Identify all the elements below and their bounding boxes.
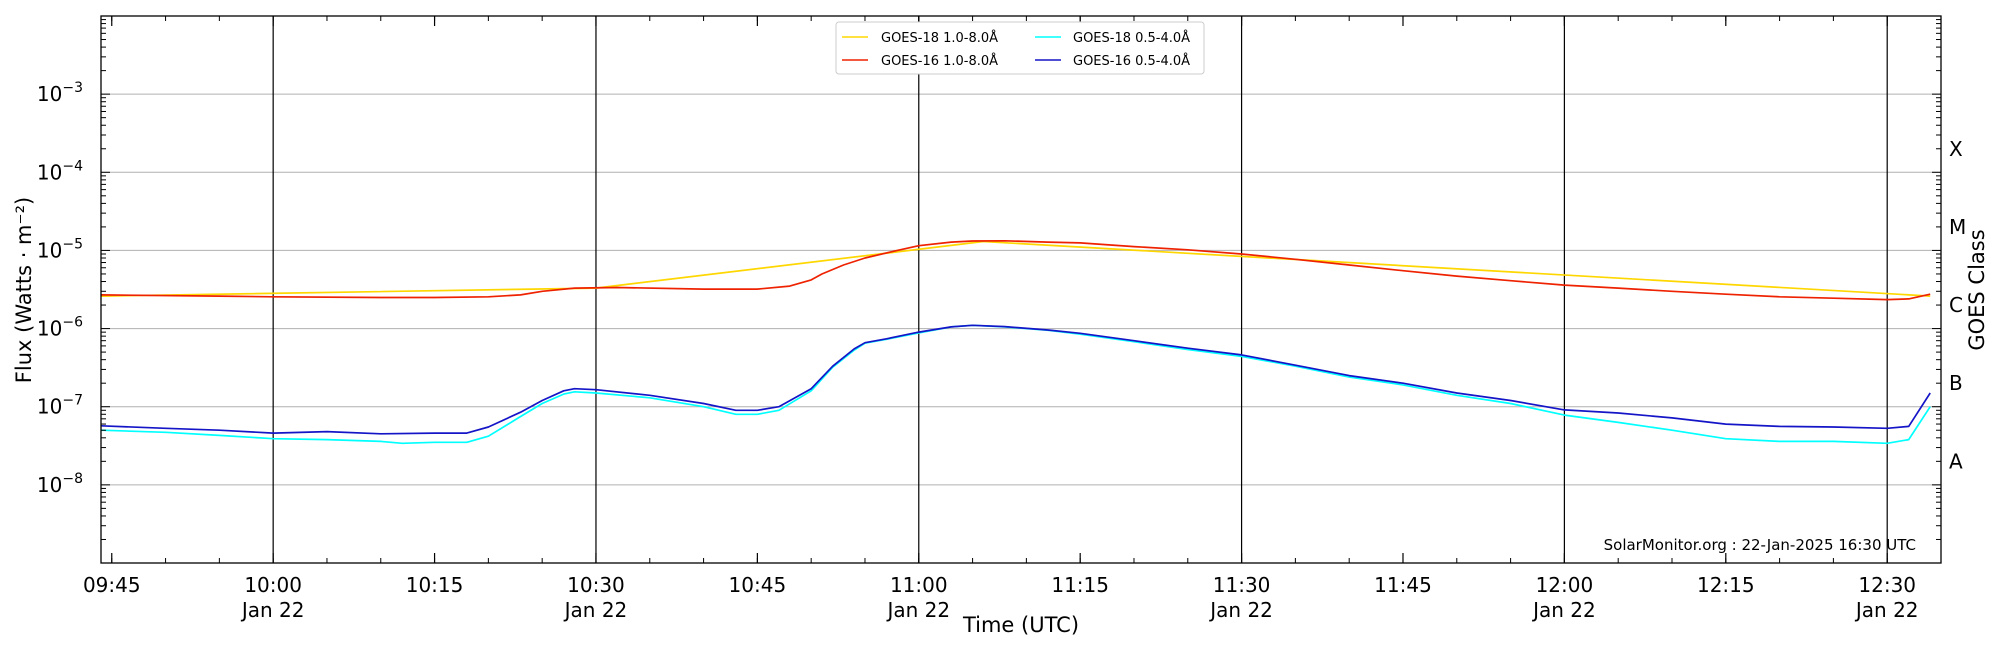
legend-label-goes18-long: GOES-18 1.0-8.0Å — [881, 30, 998, 46]
y-tick-label: 10−8 — [37, 471, 83, 497]
x-tick-label: 10:45 — [729, 573, 787, 597]
x-tick-label: 09:45 — [83, 573, 141, 597]
x-tick-label: 12:15 — [1697, 573, 1755, 597]
x-tick-label-date: Jan 22 — [240, 598, 305, 622]
goes-class-label: X — [1949, 137, 1963, 161]
series-line-3 — [100, 324, 1931, 435]
x-tick-label-date: Jan 22 — [1854, 598, 1919, 622]
y-tick-label: 10−3 — [37, 80, 83, 106]
x-tick-label: 10:15 — [406, 573, 464, 597]
goes-class-label: B — [1949, 371, 1963, 395]
series-line-0 — [100, 240, 1931, 297]
goes-class-label: M — [1949, 215, 1966, 239]
y-tick-label: 10−5 — [37, 236, 83, 262]
goes-class-label: A — [1949, 449, 1963, 473]
x-tick-label: 11:00 — [890, 573, 948, 597]
grid-layer — [101, 93, 1941, 486]
x-tick-label: 12:30 — [1858, 573, 1916, 597]
series-layer — [100, 239, 1931, 445]
tick-layer — [101, 16, 1942, 564]
y-tick-label: 10−4 — [37, 158, 83, 184]
legend-label-goes16-short: GOES-16 0.5-4.0Å — [1073, 53, 1190, 69]
x-tick-label-date: Jan 22 — [563, 598, 628, 622]
y-tick-label: 10−7 — [37, 393, 83, 419]
x-tick-label-date: Jan 22 — [885, 598, 950, 622]
x-tick-label-date: Jan 22 — [1531, 598, 1596, 622]
vertical-marker-lines — [272, 16, 1888, 563]
x-tick-label: 11:30 — [1213, 573, 1271, 597]
y-axis-label: Flux (Watts · m⁻²) — [12, 197, 36, 383]
legend-label-goes16-long: GOES-16 1.0-8.0Å — [881, 53, 998, 69]
goes-class-label: C — [1949, 293, 1963, 317]
x-tick-label: 11:15 — [1051, 573, 1109, 597]
series-line-2 — [100, 239, 1931, 301]
right-axis-label: GOES Class — [1965, 229, 1989, 350]
y-tick-label: 10−6 — [37, 315, 83, 341]
x-tick-label: 12:00 — [1536, 573, 1594, 597]
x-tick-label: 11:45 — [1374, 573, 1432, 597]
legend: GOES-18 1.0-8.0Å GOES-16 1.0-8.0Å GOES-1… — [835, 21, 1205, 75]
x-tick-label-date: Jan 22 — [1208, 598, 1273, 622]
x-axis-label: Time (UTC) — [962, 613, 1079, 637]
credit-annotation: SolarMonitor.org : 22-Jan-2025 16:30 UTC — [1604, 536, 1916, 554]
x-tick-label: 10:30 — [567, 573, 625, 597]
x-tick-label: 10:00 — [244, 573, 302, 597]
plot-frame — [100, 15, 1942, 564]
legend-box — [835, 21, 1205, 75]
legend-label-goes18-short: GOES-18 0.5-4.0Å — [1073, 30, 1190, 46]
series-line-1 — [100, 324, 1931, 445]
